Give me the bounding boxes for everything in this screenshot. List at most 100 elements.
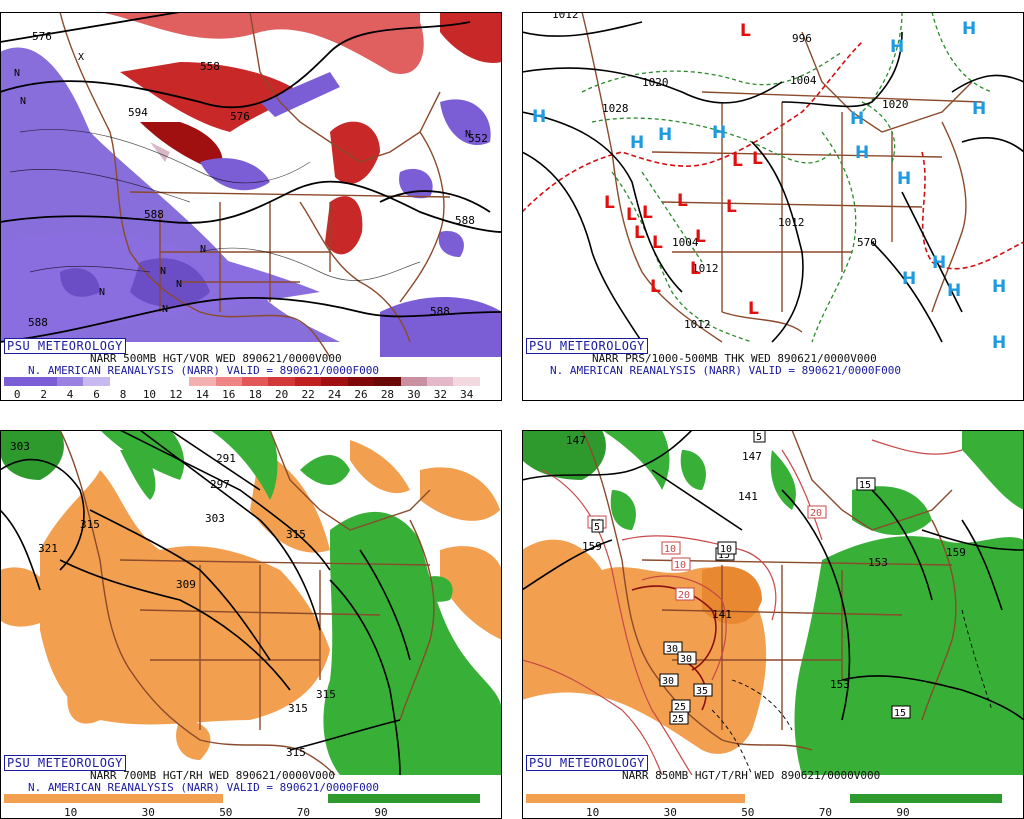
- colorbar-tick-label: 4: [66, 388, 74, 401]
- colorbar-swatch: [347, 377, 375, 386]
- colorbar-swatch: [83, 377, 110, 386]
- brand-label: PSU METEOROLOGY: [526, 338, 648, 354]
- colorbar-tick-label: 20: [275, 388, 289, 401]
- brand-label: PSU METEOROLOGY: [4, 338, 126, 354]
- colorbar-relative-humidity: [4, 794, 480, 803]
- temperature-box: 15: [891, 705, 911, 719]
- colorbar-swatch: [136, 377, 163, 386]
- high-pressure-marker: H: [962, 19, 976, 39]
- svg-text:15: 15: [718, 550, 730, 561]
- temperature-labels: 51010155101520102025303030351525: [587, 430, 911, 725]
- colorbar-ticks: 10 30 50 70 90: [4, 806, 480, 819]
- colorbar-swatch: [189, 377, 216, 386]
- contour-label: 315: [316, 688, 336, 701]
- colorbar-swatch: [30, 377, 57, 386]
- svg-text:25: 25: [674, 702, 686, 713]
- colorbar-tick-label: 90: [374, 806, 388, 819]
- svg-text:20: 20: [678, 590, 690, 601]
- low-pressure-marker: L: [695, 227, 706, 247]
- colorbar-swatch: [294, 377, 322, 386]
- temperature-box: 5: [753, 430, 766, 443]
- colorbar-tick-label: 30: [663, 806, 677, 819]
- colorbar-tick-label: 26: [354, 388, 368, 401]
- contour-label: 588: [144, 208, 164, 221]
- colorbar-tick-label: 50: [741, 806, 755, 819]
- high-pressure-marker: H: [532, 107, 546, 127]
- colorbar-tick-label: 10: [142, 388, 157, 401]
- colorbar-swatch: [453, 377, 480, 386]
- svg-text:30: 30: [666, 644, 678, 655]
- colorbar-swatch: [215, 377, 242, 386]
- product-line: NARR 500MB HGT/VOR WED 890621/0000V000: [90, 352, 342, 365]
- low-pressure-marker: L: [732, 151, 743, 171]
- low-pressure-marker: L: [642, 203, 653, 223]
- valid-line: N. AMERICAN REANALYSIS (NARR) VALID = 89…: [550, 364, 901, 377]
- contour-label: 1012: [684, 318, 711, 331]
- low-pressure-marker: L: [748, 299, 759, 319]
- contour-label: 594: [128, 106, 148, 119]
- colorbar-swatch: [109, 377, 137, 386]
- contour-label: 315: [80, 518, 100, 531]
- colorbar-tick-label: 16: [222, 388, 236, 401]
- svg-text:30: 30: [662, 676, 674, 687]
- contour-label: 1012: [692, 262, 719, 275]
- contour-label: 153: [868, 556, 888, 569]
- colorbar-swatch: [400, 377, 427, 386]
- contour-label: 558: [200, 60, 220, 73]
- high-pressure-marker: H: [947, 281, 961, 301]
- colorbar-tick-label: 14: [195, 388, 209, 401]
- colorbar-swatch: [162, 377, 190, 386]
- svg-text:20: 20: [810, 508, 822, 519]
- panel-850mb-temperature: 147 141 153 159 141 153 159 147 51010155…: [522, 430, 1024, 819]
- low-pressure-marker: L: [726, 197, 737, 217]
- temperature-box: 15: [856, 477, 876, 491]
- svg-text:10: 10: [664, 544, 676, 555]
- colorbar-swatch: [321, 377, 348, 386]
- high-pressure-marker: H: [712, 123, 726, 143]
- colorbar-swatch: [56, 377, 84, 386]
- temperature-box: 30: [663, 641, 683, 655]
- contour-label: 321: [38, 542, 58, 555]
- colorbar-tick-label: 22: [301, 388, 315, 401]
- temperature-box: 30: [677, 651, 697, 665]
- low-pressure-marker: L: [626, 205, 637, 225]
- high-pressure-marker: H: [630, 133, 644, 153]
- colorbar-tick-label: 90: [896, 806, 910, 819]
- svg-text:30: 30: [680, 654, 692, 665]
- high-pressure-marker: H: [850, 109, 864, 129]
- low-pressure-marker: L: [740, 21, 751, 41]
- colorbar-swatch: [427, 377, 454, 386]
- colorbar-vorticity: [4, 377, 480, 386]
- svg-text:10: 10: [720, 544, 732, 555]
- contour-label: 1020: [642, 76, 669, 89]
- valid-line: N. AMERICAN REANALYSIS (NARR) VALID = 89…: [28, 781, 379, 794]
- colorbar-tick-label: 50: [219, 806, 233, 819]
- brand-label: PSU METEOROLOGY: [526, 755, 648, 771]
- contour-label: 303: [10, 440, 30, 453]
- colorbar-swatch: [241, 377, 269, 386]
- temperature-box: 10: [671, 557, 691, 571]
- svg-text:5: 5: [756, 432, 762, 443]
- contour-label: 570: [857, 236, 877, 249]
- temperature-box: 25: [669, 711, 689, 725]
- temperature-box: 10: [717, 541, 737, 555]
- low-pressure-marker: L: [752, 149, 763, 169]
- svg-text:N: N: [465, 129, 471, 140]
- contour-label: 1004: [790, 74, 817, 87]
- contour-label: 552: [468, 132, 488, 145]
- high-pressure-marker: H: [855, 143, 869, 163]
- colorbar-tick-label: 10: [64, 806, 78, 819]
- colorbar-tick-label: 18: [248, 388, 262, 401]
- svg-text:10: 10: [674, 560, 686, 571]
- contour-label: 303: [205, 512, 225, 525]
- panel-700mb-humidity: 303 321 315 291 297 303 309 315 315 315 …: [0, 430, 502, 819]
- colorbar-relative-humidity: [526, 794, 1002, 803]
- colorbar-tick-label: 34: [460, 388, 474, 401]
- contour-label: 141: [712, 608, 732, 621]
- contour-label: 588: [455, 214, 475, 227]
- colorbar-swatch: [4, 377, 31, 386]
- colorbar-ticks: 0 2 4 6 8 10 12 14 16 18 20 22 24 26 28 30 32 34: [4, 388, 480, 401]
- contour-label: 1012: [778, 216, 805, 229]
- svg-text:N: N: [162, 304, 168, 315]
- contour-label: 315: [286, 528, 306, 541]
